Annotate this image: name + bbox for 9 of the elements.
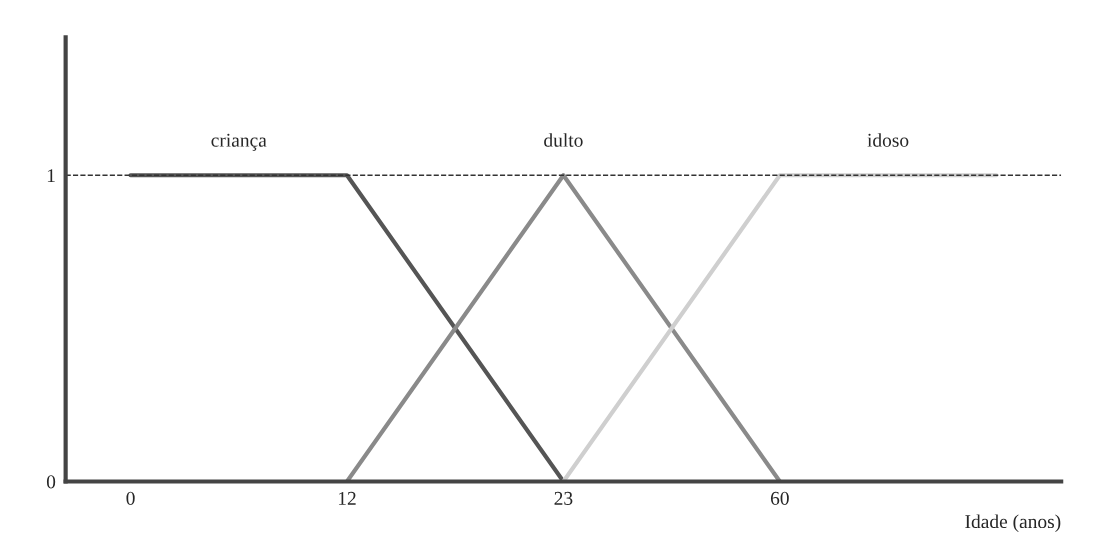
x-tick-label: 60: [770, 491, 789, 505]
y-tick-label: 1: [47, 169, 55, 182]
series-label: dulto: [544, 133, 583, 147]
series-label: idoso: [867, 133, 909, 147]
x-tick-label: 0: [126, 491, 135, 505]
series-label: criança: [211, 133, 267, 151]
x-tick-label: 23: [554, 491, 573, 505]
x-axis-title: Idade (anos): [965, 514, 1061, 533]
x-tick-label: 12: [338, 491, 356, 505]
